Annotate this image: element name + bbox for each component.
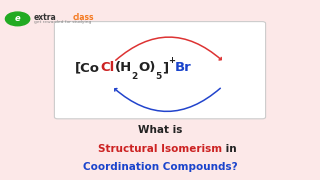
Text: class: class bbox=[73, 13, 94, 22]
Text: Coordination Compounds?: Coordination Compounds? bbox=[83, 161, 237, 172]
Text: O): O) bbox=[138, 61, 155, 74]
Text: get rewarded for studying: get rewarded for studying bbox=[34, 20, 91, 24]
Text: Br: Br bbox=[175, 61, 191, 74]
Text: in: in bbox=[222, 143, 237, 154]
Text: Structural Isomerism: Structural Isomerism bbox=[98, 143, 222, 154]
Text: (H: (H bbox=[115, 61, 132, 74]
Text: What is: What is bbox=[138, 125, 182, 135]
Text: extra: extra bbox=[34, 13, 56, 22]
Text: +: + bbox=[168, 56, 175, 65]
Text: ]: ] bbox=[162, 61, 168, 74]
FancyBboxPatch shape bbox=[54, 22, 266, 119]
Text: 2: 2 bbox=[132, 72, 138, 81]
Text: Cl: Cl bbox=[100, 61, 115, 74]
Text: e: e bbox=[15, 14, 20, 23]
Text: [Co: [Co bbox=[75, 61, 100, 74]
Circle shape bbox=[5, 12, 30, 26]
Text: 5: 5 bbox=[155, 72, 162, 81]
